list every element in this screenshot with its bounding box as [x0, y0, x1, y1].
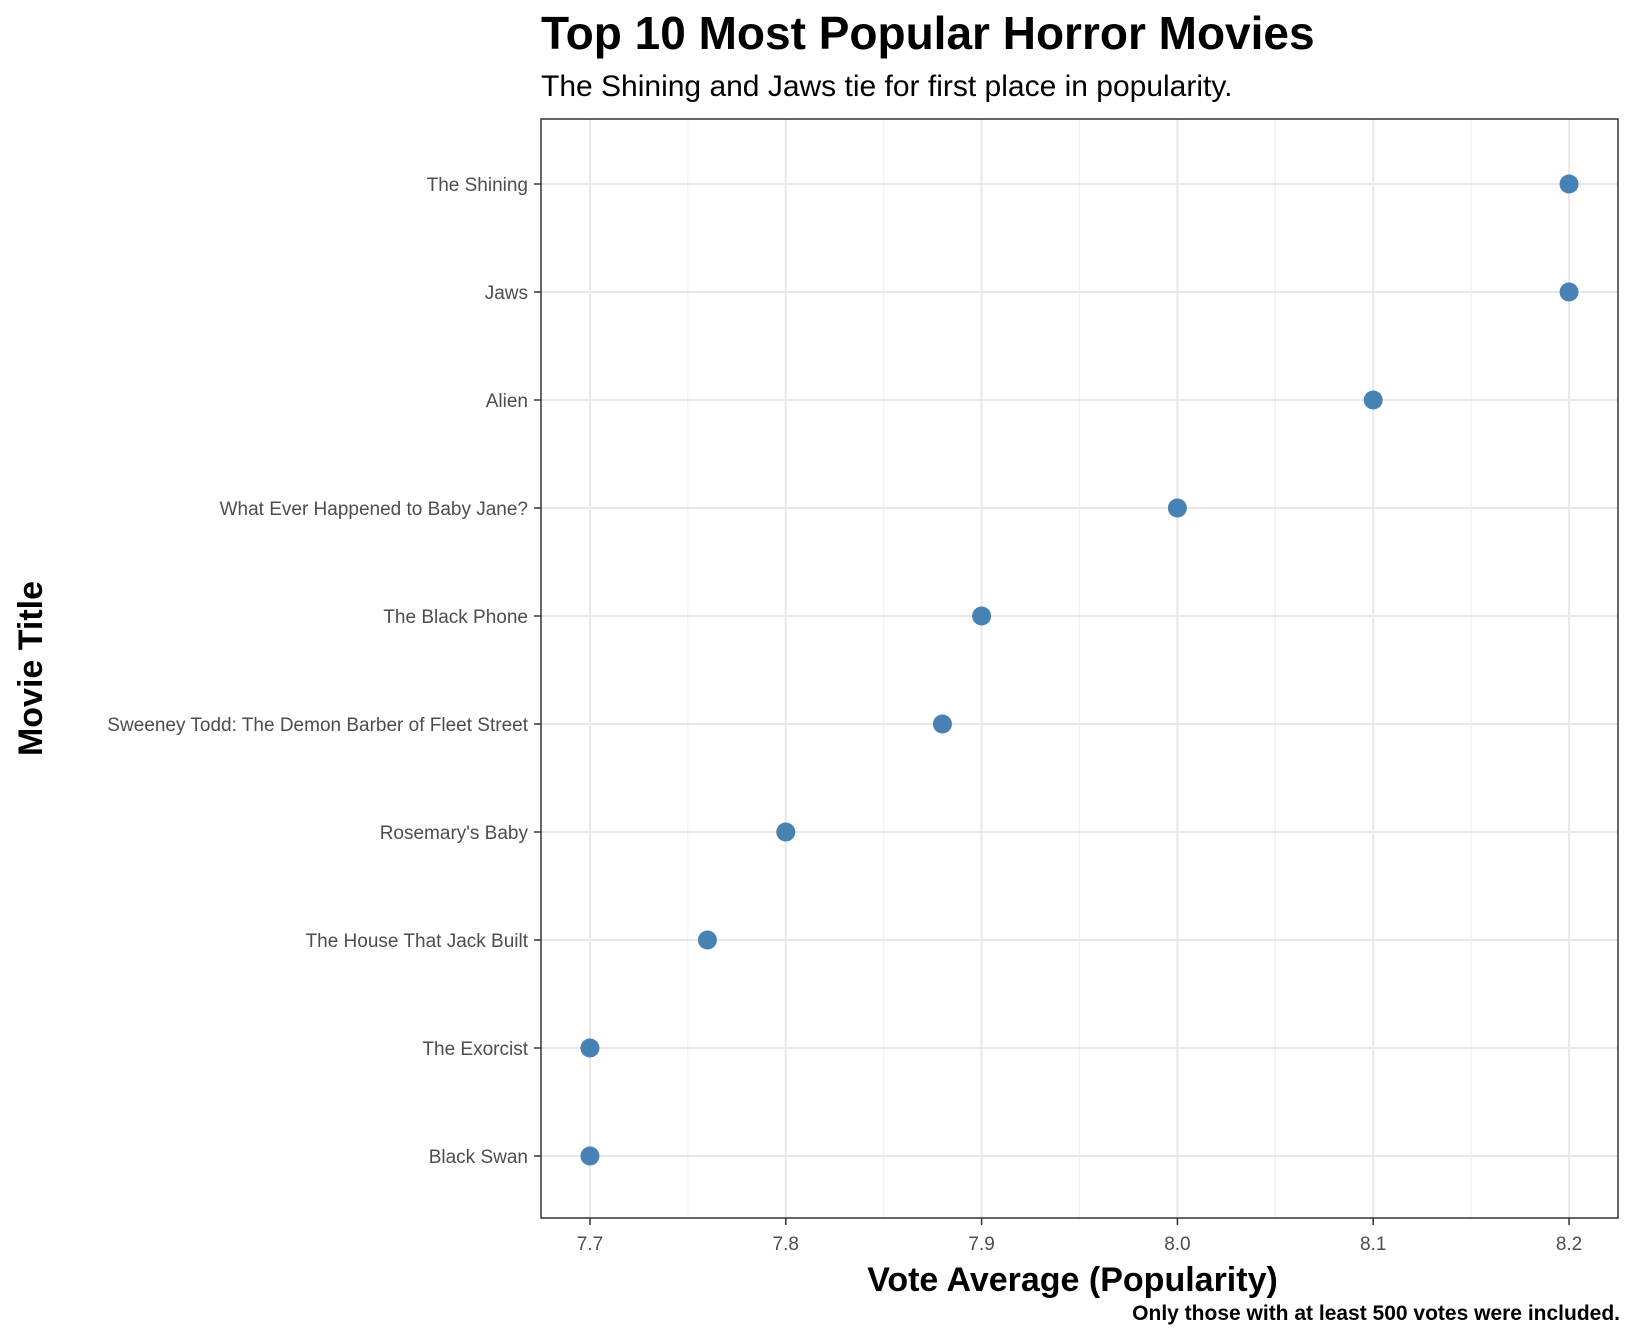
data-point [697, 930, 717, 950]
y-tick-label: Jaws [485, 283, 528, 304]
data-point [932, 714, 952, 734]
x-tick-label: 7.8 [773, 1234, 799, 1255]
data-point [1167, 498, 1187, 518]
data-point [1559, 174, 1579, 194]
panel-border [540, 118, 1619, 1219]
x-tick-label: 7.7 [577, 1234, 603, 1255]
data-point [1363, 390, 1383, 410]
chart-subtitle: The Shining and Jaws tie for first place… [541, 70, 1233, 103]
data-point [580, 1146, 600, 1166]
y-tick-label: Sweeney Todd: The Demon Barber of Fleet … [107, 715, 528, 736]
x-tick-label: 8.1 [1360, 1234, 1386, 1255]
y-axis: The Shining Jaws Alien What Ever Happened t… [107, 175, 541, 1168]
data-point [580, 1038, 600, 1058]
y-tick-label: Rosemary's Baby [380, 823, 529, 844]
y-tick-label: The Black Phone [383, 607, 528, 628]
minor-grid [687, 119, 1472, 1218]
data-point [972, 606, 992, 626]
x-tick-label: 8.2 [1556, 1234, 1582, 1255]
major-grid [541, 119, 1618, 1218]
x-axis-title: Vote Average (Popularity) [867, 1261, 1278, 1299]
y-tick-label: The Exorcist [422, 1039, 528, 1060]
y-tick-label: Alien [486, 391, 528, 412]
data-points [580, 174, 1579, 1166]
y-axis-title: Movie Title [12, 581, 50, 756]
data-point [776, 822, 796, 842]
x-tick-label: 8.0 [1164, 1234, 1190, 1255]
y-tick-label: What Ever Happened to Baby Jane? [220, 499, 528, 520]
y-tick-label: Black Swan [429, 1147, 528, 1168]
data-point [1559, 282, 1579, 302]
chart-title: Top 10 Most Popular Horror Movies [541, 7, 1315, 59]
y-tick-label: The Shining [427, 175, 528, 196]
chart-caption: Only those with at least 500 votes were … [1132, 1302, 1620, 1325]
y-tick-label: The House That Jack Built [306, 931, 529, 952]
x-axis: 7.7 7.8 7.9 8.0 8.1 8.2 [577, 1218, 1582, 1255]
x-tick-label: 7.9 [968, 1234, 994, 1255]
